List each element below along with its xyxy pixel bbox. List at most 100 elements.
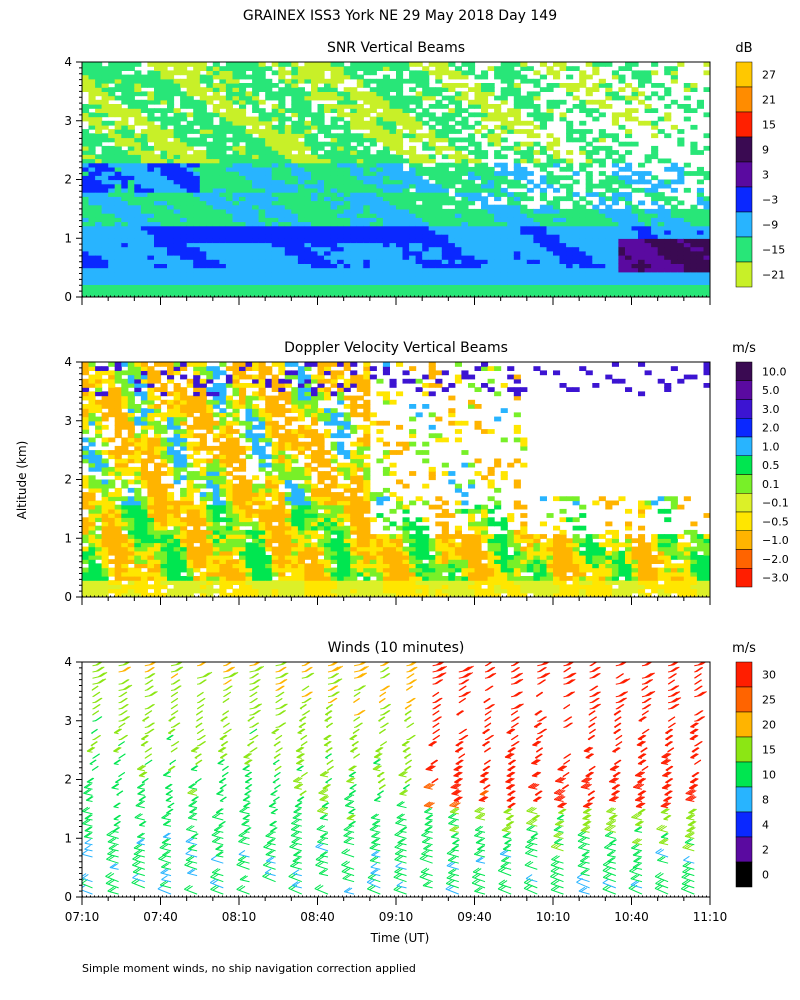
snr-cell	[252, 141, 260, 147]
snr-cell	[579, 238, 587, 244]
snr-cell	[88, 259, 96, 264]
snr-cell	[389, 217, 397, 223]
snr-cell	[435, 246, 443, 252]
snr-cell	[140, 250, 148, 256]
snr-cell	[297, 124, 305, 130]
snr-cell	[369, 104, 377, 109]
snr-cell	[101, 150, 109, 155]
snr-cell	[147, 145, 155, 151]
snr-cell	[317, 229, 325, 235]
snr-cell	[82, 183, 90, 189]
snr-cell	[180, 200, 188, 206]
snr-cell	[343, 213, 351, 218]
snr-cell	[526, 129, 534, 134]
snr-cell	[311, 250, 319, 256]
doppler-cell	[101, 492, 109, 497]
snr-cell	[396, 99, 404, 105]
doppler-cell	[82, 521, 90, 527]
snr-cell	[415, 229, 423, 235]
snr-cell	[82, 271, 90, 277]
doppler-cell	[108, 492, 116, 497]
snr-cell	[651, 280, 659, 285]
snr-cell	[284, 133, 292, 139]
snr-cell	[539, 292, 547, 297]
doppler-cell	[147, 525, 155, 531]
snr-cell	[82, 263, 90, 269]
snr-colorbar-swatch	[735, 136, 753, 163]
snr-cell	[278, 116, 286, 122]
snr-cell	[212, 276, 220, 281]
snr-cell	[651, 208, 659, 214]
snr-cell	[389, 104, 397, 109]
snr-cell	[160, 95, 168, 101]
snr-cell	[193, 112, 201, 118]
snr-cell	[533, 95, 541, 101]
snr-cell	[513, 74, 521, 80]
snr-cell	[402, 66, 410, 71]
snr-cell	[664, 276, 672, 281]
snr-cell	[324, 250, 332, 256]
snr-cell	[193, 255, 201, 260]
snr-cell	[369, 192, 377, 197]
snr-cell	[271, 187, 279, 193]
snr-cell	[114, 267, 122, 273]
snr-cell	[356, 213, 364, 218]
snr-cell	[206, 238, 214, 244]
snr-cell	[625, 99, 633, 105]
snr-cell	[245, 179, 253, 185]
snr-cell	[363, 162, 371, 168]
snr-cell	[454, 112, 462, 118]
snr-cell	[330, 137, 338, 143]
snr-cell	[513, 171, 521, 176]
snr-cell	[186, 267, 194, 273]
snr-cell	[461, 200, 469, 206]
snr-cell	[487, 204, 495, 210]
doppler-cell	[147, 576, 155, 581]
snr-cell	[566, 166, 574, 172]
snr-cell	[422, 91, 430, 97]
snr-cell	[631, 259, 639, 264]
snr-cell	[225, 171, 233, 176]
doppler-cell	[127, 496, 135, 502]
doppler-cell	[140, 471, 148, 476]
snr-cell	[631, 116, 639, 122]
snr-cell	[134, 217, 142, 223]
snr-cell	[108, 175, 116, 181]
snr-cell	[690, 288, 698, 294]
snr-cell	[239, 95, 247, 101]
snr-cell	[154, 83, 162, 88]
snr-cell	[500, 213, 508, 218]
snr-cell	[88, 246, 96, 252]
snr-cell	[212, 171, 220, 176]
snr-cell	[690, 284, 698, 290]
snr-cell	[500, 208, 508, 214]
snr-cell	[343, 154, 351, 160]
snr-cell	[605, 234, 613, 239]
snr-cell	[121, 116, 129, 122]
snr-cell	[356, 108, 364, 113]
snr-cell	[468, 104, 476, 109]
snr-cell	[239, 192, 247, 197]
snr-cell	[356, 171, 364, 176]
snr-cell	[265, 208, 273, 214]
snr-cell	[474, 187, 482, 193]
snr-cell	[402, 179, 410, 185]
snr-cell	[265, 175, 273, 181]
snr-cell	[461, 288, 469, 294]
snr-cell	[284, 288, 292, 294]
snr-cell	[232, 171, 240, 176]
snr-cell	[559, 62, 567, 67]
snr-cell	[664, 112, 672, 118]
snr-cell	[206, 242, 214, 248]
snr-cell	[454, 158, 462, 164]
snr-cell	[199, 183, 207, 189]
snr-cell	[350, 192, 358, 197]
snr-cell	[559, 271, 567, 277]
snr-cell	[219, 263, 227, 269]
snr-cell	[108, 267, 116, 273]
snr-cell	[572, 83, 580, 88]
snr-cell	[382, 99, 390, 105]
snr-cell	[481, 276, 489, 281]
snr-cell	[376, 276, 384, 281]
snr-cell	[199, 255, 207, 260]
